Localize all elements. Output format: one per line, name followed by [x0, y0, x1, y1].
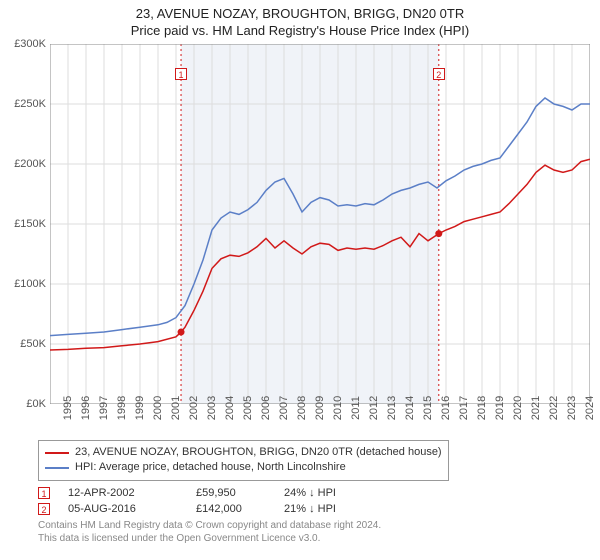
y-axis-label: £50K — [20, 338, 46, 350]
legend-label: HPI: Average price, detached house, Nort… — [75, 460, 346, 475]
transaction-price: £59,950 — [196, 487, 266, 499]
chart-area: £0K£50K£100K£150K£200K£250K£300K19951996… — [50, 44, 590, 404]
transaction-date: 05-AUG-2016 — [68, 503, 178, 515]
y-axis-label: £150K — [14, 218, 46, 230]
transactions-table: 1 12-APR-2002 £59,950 24% ↓ HPI 2 05-AUG-2016… — [38, 487, 588, 515]
chart-title: 23, AVENUE NOZAY, BROUGHTON, BRIGG, DN20… — [0, 6, 600, 23]
x-axis-label: 2025 — [590, 396, 600, 420]
transaction-row: 1 12-APR-2002 £59,950 24% ↓ HPI — [38, 487, 588, 499]
transaction-marker: 1 — [38, 487, 50, 499]
transaction-marker: 2 — [38, 503, 50, 515]
transaction-delta: 21% ↓ HPI — [284, 503, 354, 515]
attribution-line: Contains HM Land Registry data © Crown c… — [38, 519, 588, 532]
chart-marker-label: 1 — [175, 68, 187, 80]
y-axis-label: £100K — [14, 278, 46, 290]
transaction-row: 2 05-AUG-2016 £142,000 21% ↓ HPI — [38, 503, 588, 515]
legend-swatch — [45, 452, 69, 454]
y-axis-label: £300K — [14, 38, 46, 50]
legend-item: 23, AVENUE NOZAY, BROUGHTON, BRIGG, DN20… — [45, 445, 442, 460]
y-axis-label: £200K — [14, 158, 46, 170]
legend-swatch — [45, 467, 69, 469]
attribution-line: This data is licensed under the Open Gov… — [38, 532, 588, 545]
chart-marker-label: 2 — [433, 68, 445, 80]
y-axis-label: £250K — [14, 98, 46, 110]
transaction-delta: 24% ↓ HPI — [284, 487, 354, 499]
legend-item: HPI: Average price, detached house, Nort… — [45, 460, 442, 475]
transaction-price: £142,000 — [196, 503, 266, 515]
y-axis-label: £0K — [26, 398, 46, 410]
chart-subtitle: Price paid vs. HM Land Registry's House … — [0, 23, 600, 40]
legend-label: 23, AVENUE NOZAY, BROUGHTON, BRIGG, DN20… — [75, 445, 442, 460]
legend: 23, AVENUE NOZAY, BROUGHTON, BRIGG, DN20… — [38, 440, 449, 481]
transaction-date: 12-APR-2002 — [68, 487, 178, 499]
attribution: Contains HM Land Registry data © Crown c… — [38, 519, 588, 545]
